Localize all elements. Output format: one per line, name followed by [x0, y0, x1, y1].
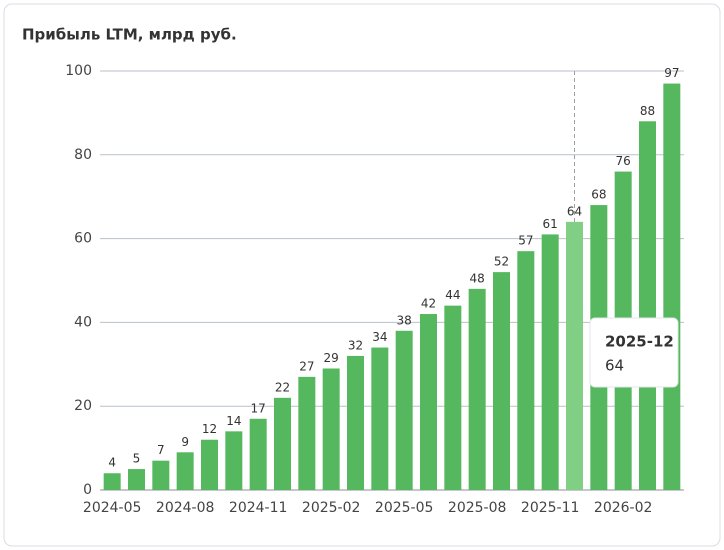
x-tick-label: 2025-05 — [375, 500, 434, 516]
x-tick-label: 2025-02 — [302, 500, 361, 516]
value-label: 44 — [445, 288, 460, 302]
bar — [517, 251, 535, 490]
bar — [249, 418, 267, 490]
value-label: 14 — [226, 414, 241, 428]
x-tick-label: 2024-08 — [156, 500, 215, 516]
y-tick-label: 80 — [74, 147, 92, 163]
bar — [176, 452, 194, 490]
value-label: 27 — [299, 359, 314, 373]
value-label: 7 — [157, 443, 165, 457]
bar — [371, 347, 389, 490]
value-label: 22 — [275, 380, 290, 394]
bar — [225, 431, 243, 490]
tooltip: 2025-12 64 — [589, 317, 679, 388]
bar — [298, 376, 316, 490]
bar — [468, 288, 486, 490]
bar — [444, 305, 462, 490]
value-label: 17 — [251, 401, 266, 415]
value-label: 42 — [421, 297, 436, 311]
y-tick-label: 40 — [74, 314, 92, 330]
value-label: 61 — [543, 217, 558, 231]
value-label: 57 — [518, 234, 533, 248]
x-tick-label: 2026-02 — [594, 500, 653, 516]
value-label: 29 — [324, 351, 339, 365]
bar — [639, 121, 656, 490]
y-tick-label: 0 — [83, 482, 92, 498]
x-tick-label: 2024-11 — [229, 500, 288, 516]
value-label: 52 — [494, 255, 509, 269]
bar — [493, 272, 510, 490]
bar — [128, 469, 145, 490]
value-label: 4 — [108, 456, 116, 470]
x-tick-label: 2025-08 — [448, 500, 507, 516]
value-label: 38 — [397, 313, 412, 327]
y-tick-label: 60 — [74, 231, 92, 247]
bar — [347, 355, 364, 490]
y-tick-label: 20 — [74, 398, 92, 414]
value-label: 76 — [616, 154, 631, 168]
value-label: 88 — [640, 104, 655, 118]
x-tick-label: 2025-11 — [521, 500, 580, 516]
bar — [541, 234, 559, 490]
value-label: 12 — [202, 422, 217, 436]
bar — [395, 330, 413, 490]
bar — [420, 314, 437, 490]
x-tick-label: 2024-05 — [83, 500, 142, 516]
value-label: 9 — [181, 435, 189, 449]
tooltip-category: 2025-12 — [605, 333, 674, 351]
chart-title: Прибыль LTM, млрд руб. — [22, 26, 237, 44]
value-label: 5 — [133, 452, 141, 466]
value-label: 68 — [591, 188, 606, 202]
value-label: 32 — [348, 338, 363, 352]
bar — [103, 473, 121, 490]
card — [3, 3, 721, 547]
bar — [566, 221, 583, 490]
value-label: 97 — [664, 66, 679, 80]
bar — [201, 439, 218, 490]
tooltip-value: 64 — [605, 357, 624, 375]
value-label: 48 — [470, 271, 485, 285]
bar — [322, 368, 340, 490]
tooltip-box — [589, 317, 679, 388]
bar — [274, 397, 291, 490]
y-tick-label: 100 — [65, 63, 92, 79]
bar — [152, 460, 170, 490]
value-label: 64 — [567, 204, 582, 218]
value-label: 34 — [372, 330, 387, 344]
bar — [663, 83, 681, 490]
